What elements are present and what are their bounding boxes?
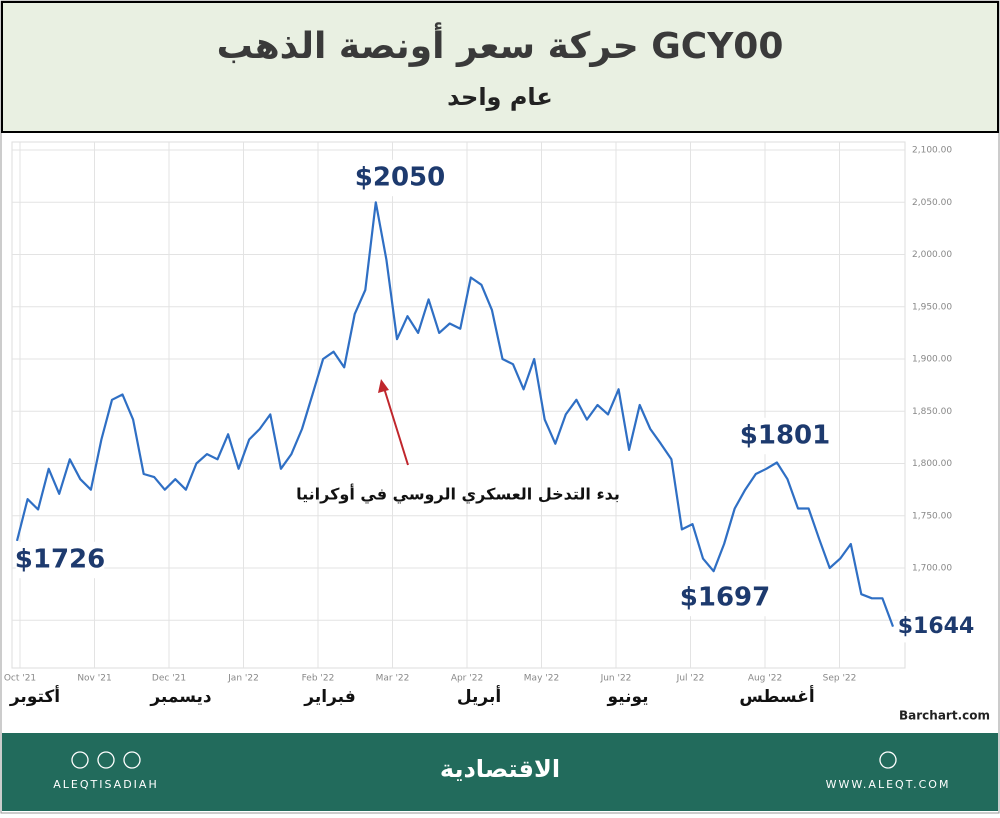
annotation: $1697	[680, 583, 770, 613]
chart-subtitle: عام واحد	[447, 83, 553, 111]
x-tick-label: Sep '22	[823, 674, 857, 684]
price-line	[15, 201, 895, 627]
x-tick-label: Nov '21	[77, 674, 111, 684]
footer	[2, 733, 998, 811]
footer-website: WWW.ALEQT.COM	[826, 778, 951, 791]
footer-handle: ALEQTISADIAH	[53, 778, 158, 791]
y-tick-label: 2,100.00	[912, 146, 952, 156]
annotation-bg	[740, 417, 830, 455]
chart-title: حركة سعر أونصة الذهب GCY00	[217, 22, 784, 67]
x-tick-label-ar: فبراير	[303, 687, 355, 707]
annotation: $2050	[355, 163, 445, 193]
x-tick-label-ar: أبريل	[457, 685, 501, 707]
x-tick-label: Jun '22	[600, 674, 632, 684]
y-tick-label: 1,750.00	[912, 511, 952, 521]
x-tick-label: Dec '21	[152, 674, 186, 684]
annotation: $1801	[740, 421, 830, 451]
annotation: $1726	[15, 545, 105, 575]
header-box	[1, 1, 999, 133]
annotation-bg	[898, 611, 974, 643]
x-tick-label: May '22	[524, 674, 559, 684]
footer-brand: الاقتصادية	[440, 755, 560, 783]
annotation: بدء التدخل العسكري الروسي في أوكرانيا	[296, 484, 620, 505]
y-tick-label: 2,000.00	[912, 250, 952, 260]
x-tick-label-ar: ديسمبر	[149, 687, 212, 707]
arrow-head	[378, 379, 389, 393]
y-tick-label: 1,700.00	[912, 564, 952, 574]
x-tick-label: Apr '22	[451, 674, 483, 684]
y-tick-label: 1,900.00	[912, 355, 952, 365]
x-tick-label: Aug '22	[748, 674, 782, 684]
x-tick-label-ar: أغسطس	[739, 685, 814, 707]
x-tick-label-ar: أكتوبر	[9, 685, 60, 707]
x-tick-label: Jul '22	[676, 674, 705, 684]
x-tick-label: Oct '21	[4, 674, 36, 684]
x-tick-label: Jan '22	[227, 674, 259, 684]
y-tick-label: 1,800.00	[912, 459, 952, 469]
annotation-bg	[680, 579, 770, 617]
arrow	[383, 387, 409, 466]
source: Barchart.com	[899, 709, 990, 723]
y-tick-label: 1,850.00	[912, 407, 952, 417]
x-tick-label: Mar '22	[376, 674, 410, 684]
annotation-bg	[355, 159, 445, 197]
x-tick-label: Feb '22	[302, 674, 335, 684]
y-tick-label: 1,950.00	[912, 302, 952, 312]
annotation: $1644	[898, 614, 975, 639]
plot-area	[11, 141, 906, 669]
y-tick-label: 2,050.00	[912, 198, 952, 208]
plot: 1,650.001,700.001,750.001,800.001,850.00…	[4, 141, 975, 707]
social-icons	[71, 751, 897, 769]
annotation-bg	[15, 541, 105, 579]
x-tick-label-ar: يونيو	[606, 687, 648, 707]
